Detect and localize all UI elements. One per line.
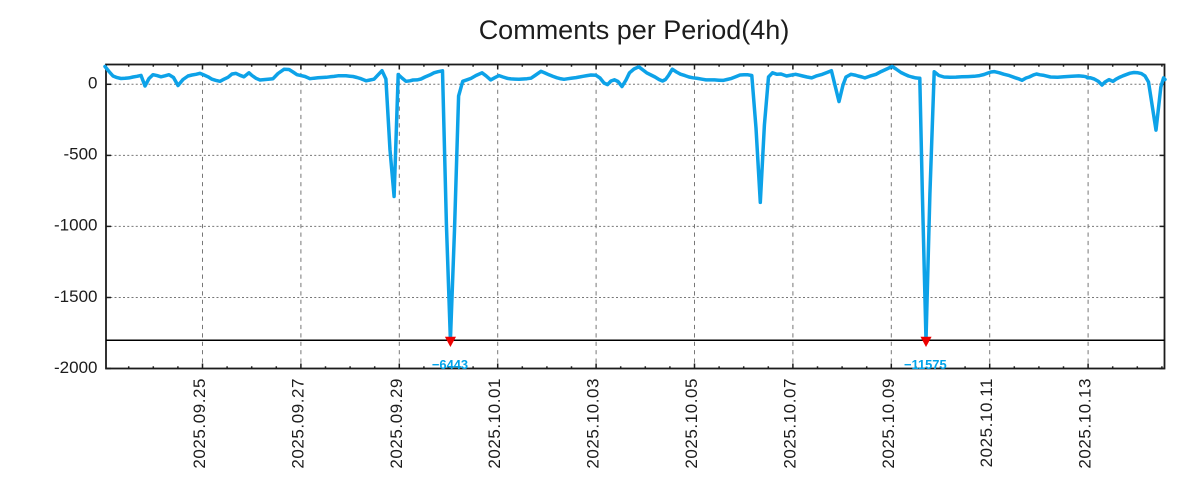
svg-text:2025.09.29: 2025.09.29 [387, 378, 406, 469]
svg-text:2025.10.11: 2025.10.11 [977, 378, 996, 467]
svg-text:2025.10.01: 2025.10.01 [485, 378, 504, 469]
svg-text:2025.10.13: 2025.10.13 [1076, 378, 1095, 469]
svg-text:2025.10.07: 2025.10.07 [780, 378, 799, 469]
svg-text:-1000: -1000 [54, 216, 97, 235]
svg-text:-1500: -1500 [54, 287, 97, 306]
svg-text:2025.10.09: 2025.10.09 [879, 378, 898, 469]
svg-text:-500: -500 [63, 145, 97, 164]
svg-text:−6443: −6443 [432, 357, 468, 372]
svg-text:2025.09.25: 2025.09.25 [190, 378, 209, 469]
svg-text:Comments per Period(4h): Comments per Period(4h) [479, 15, 790, 45]
svg-text:0: 0 [88, 74, 97, 93]
svg-text:2025.10.05: 2025.10.05 [682, 378, 701, 469]
svg-text:-2000: -2000 [54, 358, 97, 377]
svg-text:2025.10.03: 2025.10.03 [584, 378, 603, 469]
svg-text:2025.09.27: 2025.09.27 [288, 378, 307, 469]
svg-text:−11575: −11575 [904, 357, 947, 372]
